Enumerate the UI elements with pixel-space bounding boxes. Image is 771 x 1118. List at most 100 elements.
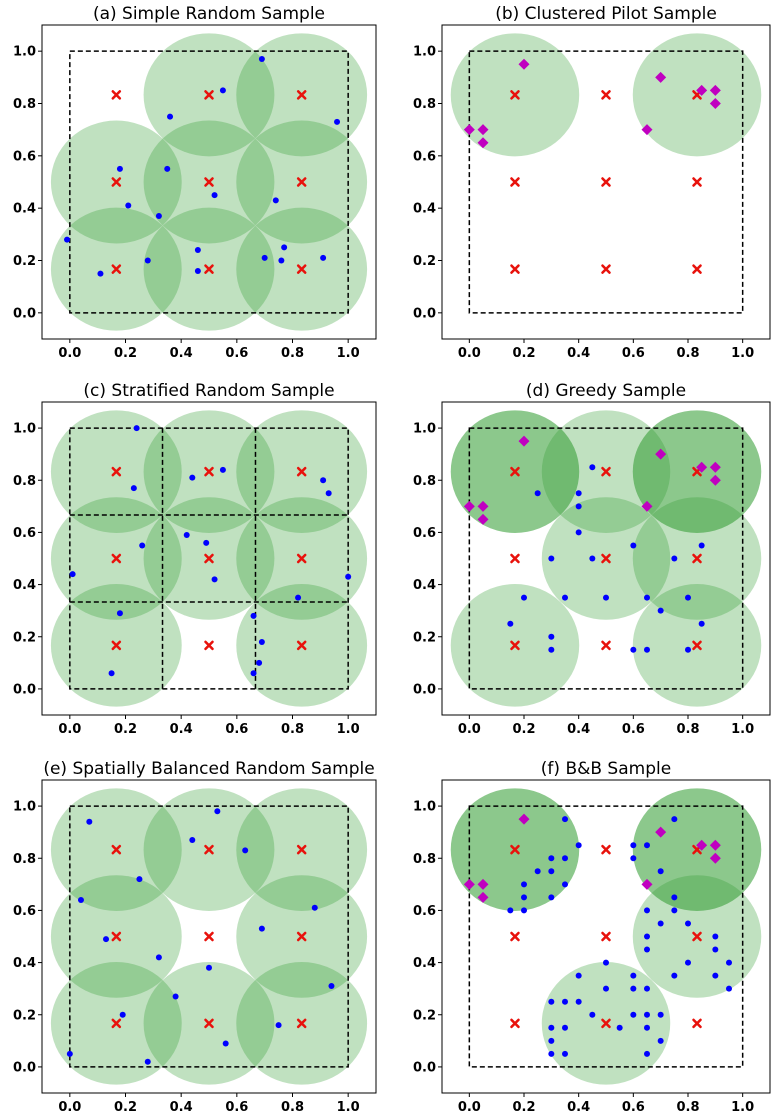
sample-point: [644, 946, 650, 953]
sample-point: [125, 202, 132, 209]
x-tick-label: 0.2: [114, 722, 137, 737]
plot-area: [450, 788, 762, 1085]
y-tick-label: 0.6: [413, 904, 436, 919]
chart-title: (f) B&B Sample: [541, 759, 671, 779]
centroid-marker: [296, 264, 307, 274]
sample-point: [644, 1050, 650, 1057]
sample-point: [507, 620, 514, 627]
chart-title: (b) Clustered Pilot Sample: [495, 4, 717, 24]
sample-point: [657, 1011, 664, 1018]
x-tick-label: 0.4: [170, 722, 193, 737]
sample-point: [548, 646, 555, 653]
sample-point: [548, 1024, 555, 1031]
pilot-point: [477, 500, 489, 512]
x-tick-label: 0.4: [170, 346, 193, 361]
centroid-marker: [692, 931, 702, 942]
y-tick-label: 0.0: [413, 306, 436, 321]
centroid-marker: [510, 553, 520, 564]
sample-point: [726, 959, 732, 966]
x-tick-label: 0.8: [281, 722, 304, 737]
sample-point: [69, 571, 76, 578]
y-tick-label: 0.2: [413, 1008, 436, 1023]
sample-point: [630, 842, 637, 849]
centroid-marker: [296, 1018, 307, 1029]
sample-point: [219, 466, 226, 473]
sample-point: [644, 933, 650, 940]
pilot-point: [709, 474, 721, 486]
study-region-box: [468, 50, 744, 314]
pilot-point: [655, 448, 667, 460]
sample-point: [189, 836, 196, 843]
pilot-point: [477, 878, 489, 890]
sample-point: [575, 503, 582, 510]
x-tick-label: 0.6: [622, 346, 645, 361]
sample-point: [97, 270, 104, 277]
pilot-point: [709, 461, 721, 473]
sample-point: [261, 254, 268, 261]
pilot-point: [463, 878, 475, 890]
sample-point: [144, 1058, 151, 1065]
centroid-marker: [692, 177, 702, 187]
pilot-point: [518, 435, 530, 447]
sample-point: [698, 620, 705, 627]
centroid-marker: [692, 1018, 702, 1029]
sample-point: [77, 896, 84, 903]
sample-point: [144, 257, 151, 264]
centroid-marker: [111, 90, 122, 100]
x-tick-label: 1.0: [337, 722, 360, 737]
pilot-point: [709, 84, 721, 96]
sample-point: [66, 1050, 73, 1057]
x-tick-label: 0.0: [58, 1100, 81, 1115]
sample-point: [211, 192, 218, 199]
sample-point: [258, 56, 265, 63]
x-tick-label: 0.2: [512, 1100, 535, 1115]
sample-point: [194, 267, 201, 274]
y-tick-label: 1.0: [413, 45, 436, 60]
pilot-point: [518, 58, 530, 70]
y-tick-label: 0.6: [13, 526, 36, 541]
centroid-marker: [111, 931, 122, 942]
sample-point: [575, 490, 582, 497]
sample-point: [712, 933, 719, 940]
sample-point: [589, 464, 596, 471]
sample-point: [685, 594, 691, 601]
centroid-marker: [510, 844, 520, 855]
y-tick-label: 1.0: [413, 422, 436, 437]
sample-point: [345, 573, 352, 580]
sample-point: [548, 894, 555, 901]
sample-point: [644, 646, 650, 653]
sample-point: [295, 594, 302, 601]
sample-point: [657, 868, 664, 875]
sample-point: [630, 646, 637, 653]
x-tick-label: 0.8: [676, 1100, 699, 1115]
centroid-marker: [111, 1018, 122, 1029]
pilot-point: [709, 839, 721, 851]
sample-point: [644, 907, 650, 914]
sample-point: [562, 881, 568, 888]
pilot-point: [463, 500, 475, 512]
centroid-marker: [204, 264, 214, 274]
chart-panel-4: (d) Greedy Sample 0.0 0.2 0.4 0.6 0.8 1.0 0.0 0.…: [413, 381, 771, 737]
study-region-box: [69, 50, 349, 314]
sample-point: [311, 904, 318, 911]
x-tick-label: 0.8: [281, 1100, 304, 1115]
centroid-marker: [510, 1018, 520, 1029]
pilot-point: [477, 891, 489, 903]
centroid-marker: [296, 90, 307, 100]
sample-point: [644, 842, 650, 849]
centroid-marker: [601, 177, 611, 187]
y-tick-label: 1.0: [13, 800, 36, 815]
pilot-point: [709, 852, 721, 864]
y-tick-label: 0.6: [13, 904, 36, 919]
centroid-marker: [510, 466, 520, 477]
centroid-marker: [692, 553, 702, 564]
centroid-marker: [204, 844, 214, 855]
x-tick-label: 1.0: [731, 1100, 754, 1115]
sample-point: [575, 529, 582, 536]
sample-point: [685, 646, 691, 653]
sample-point: [64, 236, 71, 243]
x-tick-label: 0.0: [458, 1100, 481, 1115]
centroid-marker: [601, 466, 611, 477]
sample-point: [133, 425, 140, 432]
centroid-marker: [111, 553, 122, 564]
